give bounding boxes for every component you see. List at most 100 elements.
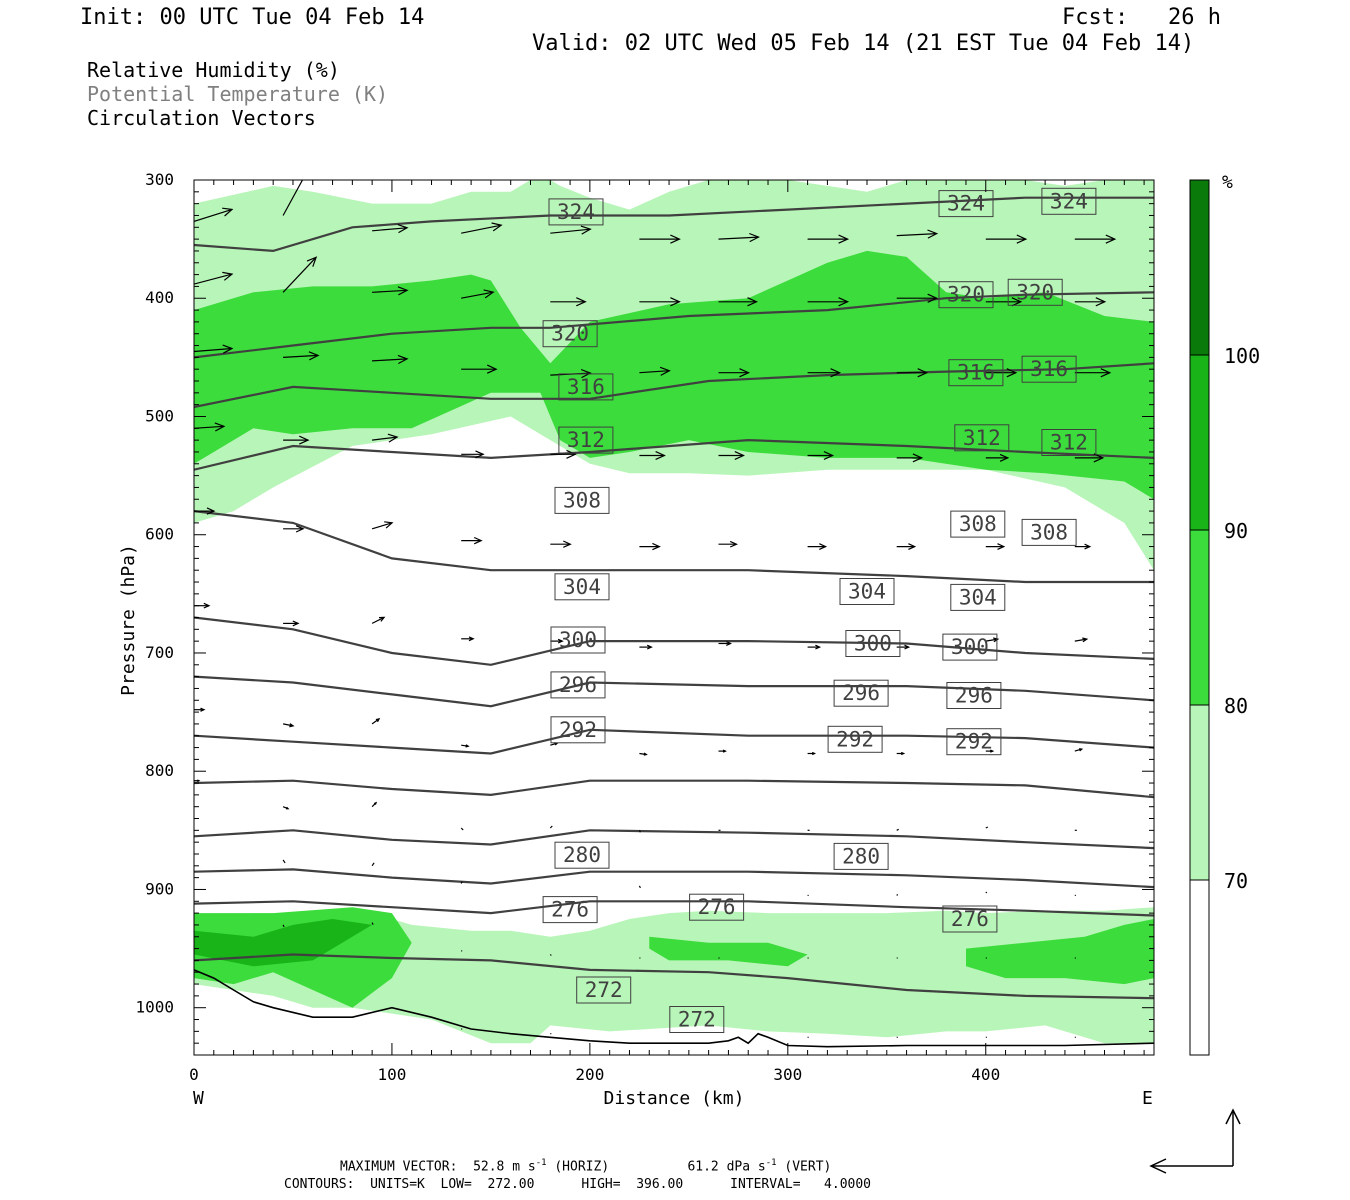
circulation-vector [985, 826, 989, 829]
circulation-vector [460, 881, 463, 884]
contour-label-layer: 324 324 324 320 320 320 316 316 316 312 312 312 308 3… [542, 187, 1097, 1033]
contour-label-320: 320 [938, 281, 994, 309]
colorbar: 70 80 90 100 [1189, 179, 1260, 1056]
circulation-vector [718, 232, 760, 243]
theta-contour-316 [194, 362, 1154, 409]
circulation-vector [807, 451, 835, 460]
horiz-unit: (HORIZ) [554, 1159, 610, 1175]
theta-contour-296 [194, 728, 1154, 755]
circulation-vector [718, 368, 750, 378]
circulation-vector [985, 543, 1006, 550]
contour-label-300: 300 [942, 633, 998, 661]
circulation-vector [461, 536, 483, 545]
circulation-vector [985, 749, 995, 753]
circulation-vector [985, 297, 1023, 307]
circulation-vector [639, 644, 653, 650]
contour-label-304: 304 [950, 583, 1006, 611]
contour-label-312: 312 [558, 426, 614, 454]
rh-region-80-5 [966, 919, 1154, 985]
svg-text:292: 292 [559, 718, 597, 742]
circulation-vector [550, 540, 572, 548]
circulation-vector [1074, 368, 1112, 378]
circulation-vector [194, 707, 206, 712]
terrain-line [194, 969, 1154, 1048]
circulation-vector [718, 749, 727, 753]
contour-label-324: 324 [1041, 187, 1097, 215]
svg-text:320: 320 [1016, 280, 1054, 304]
east-label: E [1142, 1088, 1153, 1109]
circulation-vector [807, 644, 822, 650]
svg-text:312: 312 [963, 426, 1001, 450]
max-vert-value: 61.2 dPa s [687, 1159, 766, 1175]
y-axis-title: Pressure (hPa) [118, 544, 139, 696]
theta-contour-276 [194, 953, 1154, 1000]
colorbar-level-label: 90 [1224, 519, 1248, 543]
contour-label-296: 296 [550, 671, 606, 699]
contour-label-320: 320 [1007, 278, 1063, 306]
svg-text:300: 300 [951, 635, 989, 659]
colorbar-segment [1189, 179, 1210, 356]
circulation-vector [549, 954, 552, 956]
contour-label-296: 296 [833, 679, 889, 707]
reference-vector-icon [1149, 1108, 1241, 1174]
circulation-vector [1074, 637, 1089, 643]
circulation-vector [461, 450, 485, 459]
theta-contour-284 [194, 868, 1154, 889]
contour-label-280: 280 [833, 842, 889, 870]
contour-label-276: 276 [542, 896, 598, 924]
valid-time: Valid: 02 UTC Wed 05 Feb 14 (21 EST Tue … [532, 31, 1195, 56]
y-tick-label: 500 [145, 406, 174, 425]
max-vector-title: MAXIMUM VECTOR: [340, 1159, 458, 1175]
circulation-vector [985, 891, 988, 894]
circulation-vector [638, 830, 641, 833]
circulation-vector [639, 366, 671, 376]
circulation-vector [549, 825, 553, 829]
max-horiz-value: 52.8 m s [473, 1159, 536, 1175]
circulation-vector [372, 286, 409, 296]
y-tick-label: 800 [145, 761, 174, 780]
circulation-vector [807, 297, 850, 307]
circulation-vector [194, 344, 234, 354]
circulation-vector [372, 433, 399, 443]
circulation-vector [896, 893, 899, 896]
terrain-layer [194, 969, 1154, 1048]
circulation-vector [639, 752, 648, 756]
circulation-vector [282, 256, 318, 293]
circulation-vector [550, 638, 564, 644]
theta-contour-324 [194, 196, 1154, 253]
circulation-vector [550, 297, 587, 307]
theta-contour-layer [194, 196, 1154, 1000]
circulation-vector [985, 368, 1018, 378]
svg-text:324: 324 [947, 192, 985, 216]
contour-label-292: 292 [827, 725, 883, 753]
circulation-vector [639, 451, 666, 460]
svg-text:300: 300 [854, 632, 892, 656]
svg-text:312: 312 [567, 428, 605, 452]
svg-text:292: 292 [955, 730, 993, 754]
svg-text:280: 280 [842, 844, 880, 868]
circulation-vector [1074, 297, 1107, 307]
rh-region-90-6 [194, 919, 373, 967]
vert-unit: (VERT) [784, 1159, 832, 1175]
svg-text:296: 296 [559, 673, 597, 697]
y-tick-label: 700 [145, 643, 174, 662]
svg-text:316: 316 [1030, 357, 1068, 381]
svg-text:316: 316 [957, 361, 995, 385]
circulation-vector [282, 859, 286, 864]
contour-label-304: 304 [839, 578, 895, 605]
circulation-vector [639, 234, 681, 244]
circulation-vector [372, 354, 409, 365]
rh-region-80-4 [649, 936, 808, 967]
circulation-vector [896, 368, 929, 378]
y-tick-label: 1000 [135, 998, 174, 1017]
circulation-vector [1074, 453, 1105, 463]
svg-text:304: 304 [848, 580, 886, 604]
x-axis-title: Distance (km) [604, 1088, 745, 1109]
svg-text:304: 304 [563, 575, 601, 599]
west-label: W [193, 1088, 204, 1109]
legend-theta: Potential Temperature (K) [87, 82, 389, 106]
contour-label-292: 292 [946, 728, 1002, 756]
contour-label-320: 320 [542, 320, 598, 348]
circulation-vector [283, 351, 320, 361]
circulation-vector [283, 435, 310, 445]
